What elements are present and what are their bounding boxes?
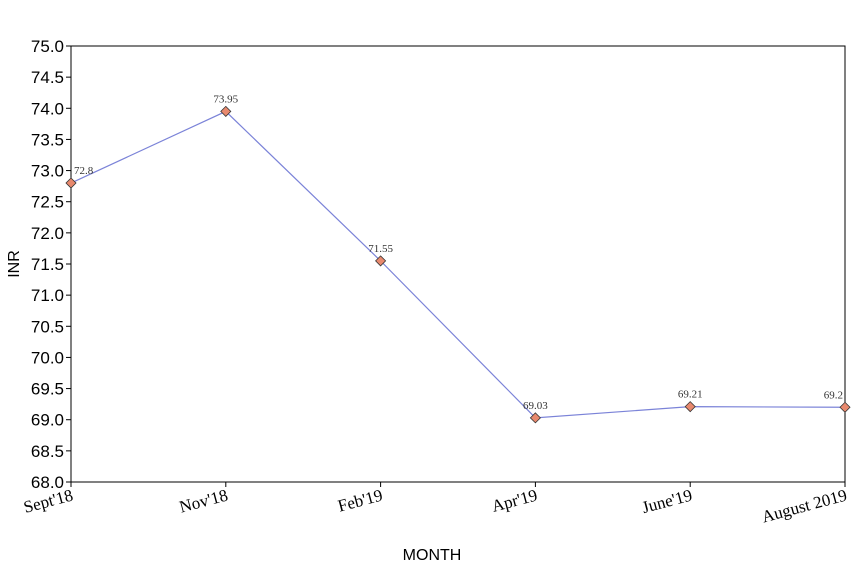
y-tick-label: 75.0 <box>31 37 64 56</box>
x-tick-label: June'19 <box>640 486 694 518</box>
y-tick-label: 69.5 <box>31 380 64 399</box>
data-point-marker <box>65 177 77 189</box>
y-tick-label: 73.0 <box>31 162 64 181</box>
x-axis-title: MONTH <box>403 547 462 564</box>
data-point-marker <box>529 412 541 424</box>
y-tick-label: 72.5 <box>31 193 64 212</box>
x-tick-label: Apr'19 <box>490 486 540 516</box>
data-label: 72.8 <box>74 165 94 177</box>
y-tick-label: 71.0 <box>31 286 64 305</box>
data-point-marker <box>684 401 696 413</box>
y-tick-label: 70.5 <box>31 317 64 336</box>
y-axis-ticks: 68.0 68.5 69.0 69.5 70.0 70.5 71.0 71.5 72.0 72.5… <box>31 37 71 492</box>
data-point-marker <box>375 255 387 267</box>
y-tick-label: 74.5 <box>31 68 64 87</box>
data-label: 69.2 <box>824 389 843 401</box>
y-tick-label: 73.5 <box>31 130 64 149</box>
data-point-marker <box>220 105 232 117</box>
x-tick-label: Nov'18 <box>177 486 230 517</box>
series-group: 72.8 73.95 71.55 69.03 69.21 69.2 <box>65 93 851 424</box>
x-tick-label: August 2019 <box>760 486 849 527</box>
y-axis-title: INR <box>6 250 23 278</box>
data-point-marker <box>839 401 851 413</box>
data-label: 69.21 <box>678 389 703 401</box>
y-tick-label: 71.5 <box>31 255 64 274</box>
plot-area <box>70 45 846 483</box>
series-line <box>70 110 846 419</box>
data-label: 73.95 <box>213 93 238 105</box>
x-tick-label: Feb'19 <box>336 486 385 516</box>
y-tick-label: 68.5 <box>31 442 64 461</box>
x-axis-ticks: Sept'18 Nov'18 Feb'19 Apr'19 June'19 August 2… <box>22 482 849 527</box>
y-tick-label: 70.0 <box>31 348 64 367</box>
y-tick-label: 72.0 <box>31 224 64 243</box>
y-tick-label: 68.0 <box>31 473 64 492</box>
y-tick-label: 74.0 <box>31 99 64 118</box>
data-label: 71.55 <box>368 243 393 255</box>
data-label: 69.03 <box>523 400 548 412</box>
y-tick-label: 69.0 <box>31 411 64 430</box>
